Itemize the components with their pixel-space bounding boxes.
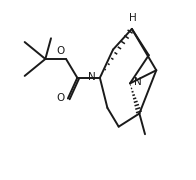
Text: O: O: [56, 93, 64, 103]
Text: N: N: [88, 72, 96, 82]
Text: O: O: [57, 46, 65, 56]
Text: H: H: [129, 13, 137, 23]
Text: N: N: [134, 77, 142, 87]
